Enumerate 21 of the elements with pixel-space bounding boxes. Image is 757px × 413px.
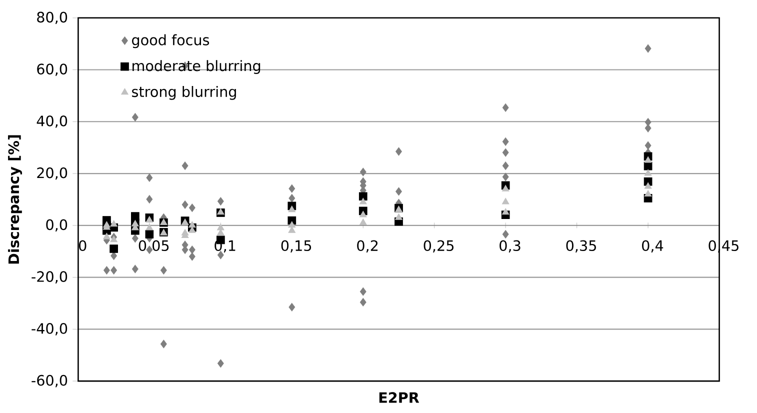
y-tick-label: 80,0 [37, 12, 68, 24]
y-tick-label: 60,0 [37, 64, 68, 76]
y-tick-label: 40,0 [36, 116, 68, 128]
x-tick-label: 0,25 [424, 240, 454, 253]
x-tick-label: 0,15 [281, 240, 312, 253]
x-tick-label: 0,05 [138, 240, 169, 253]
y-axis-title: Discrepancy [%] [8, 135, 22, 264]
x-tick-label: 0 [79, 240, 86, 252]
x-tick-label: 0,2 [357, 240, 378, 253]
y-tick-label: 20,0 [37, 168, 68, 180]
y-tick-label: 0,0 [46, 219, 68, 232]
legend-label: strong blurring [132, 86, 236, 100]
x-axis-title: E2PR [379, 392, 420, 403]
y-tick-label: -20,0 [32, 271, 68, 284]
x-tick-label: 0,35 [566, 240, 596, 253]
legend-label: good focus [132, 34, 210, 48]
x-tick-label: 0,4 [642, 240, 664, 253]
y-tick-label: -40,0 [32, 323, 68, 336]
x-tick-label: 0,3 [500, 240, 520, 253]
legend-label: moderate blurring [132, 60, 260, 74]
y-tick-label: -60,0 [32, 375, 68, 388]
